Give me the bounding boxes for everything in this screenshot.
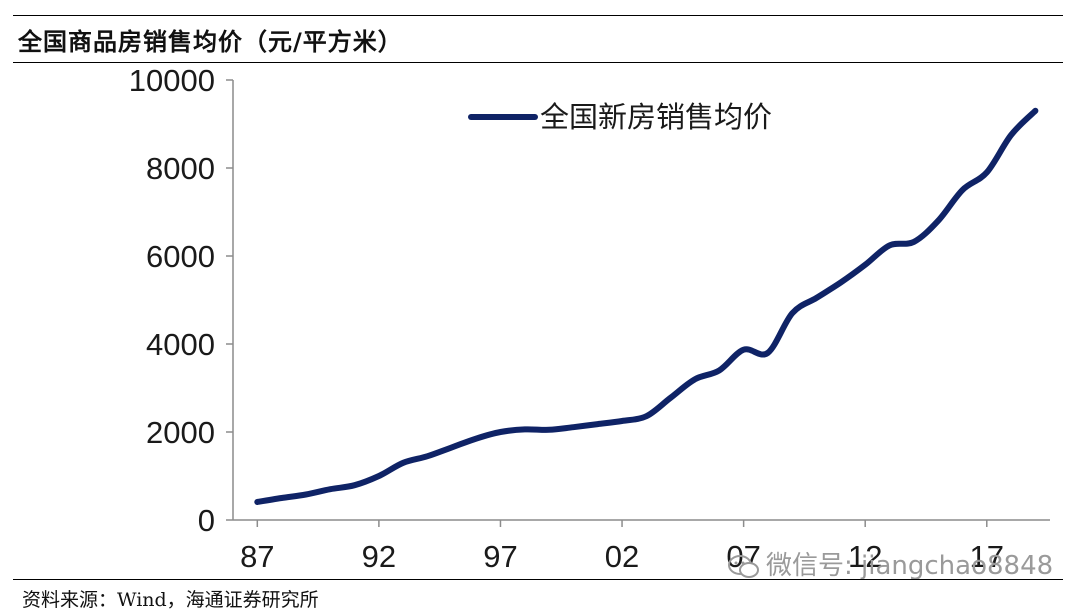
title-rule [13,62,1063,63]
watermark-text: 微信号: jiangchao8848 [766,551,1054,581]
y-tick-label: 8000 [146,151,215,186]
chart-axes [232,80,1050,521]
page-title: 全国商品房销售均价（元/平方米） [18,28,403,56]
x-tick-label: 97 [483,539,517,574]
chart-legend: 全国新房销售均价 [468,100,772,134]
x-tick-label: 12 [848,539,882,574]
y-tick-label: 10000 [129,63,215,98]
y-tick-label: 4000 [146,327,215,362]
x-tick-label: 92 [362,539,396,574]
y-tick-label: 2000 [146,415,215,450]
y-tick-label: 0 [198,503,215,538]
source-note: 资料来源：Wind，海通证券研究所 [22,589,319,611]
legend-label: 全国新房销售均价 [540,100,772,134]
x-tick-label: 17 [970,539,1004,574]
wechat-icon [728,554,759,578]
y-tick-label: 6000 [146,239,215,274]
bottom-rule [13,579,1063,580]
y-axis-ticks: 0 2000 4000 6000 8000 10000 [129,63,233,538]
chart-series [254,107,1039,505]
x-tick-label: 87 [240,539,274,574]
top-rule [13,15,1063,16]
watermark: 微信号: jiangchao8848 [728,545,1053,582]
x-tick-label: 02 [605,539,639,574]
series-line-new-home-price [254,107,1039,505]
